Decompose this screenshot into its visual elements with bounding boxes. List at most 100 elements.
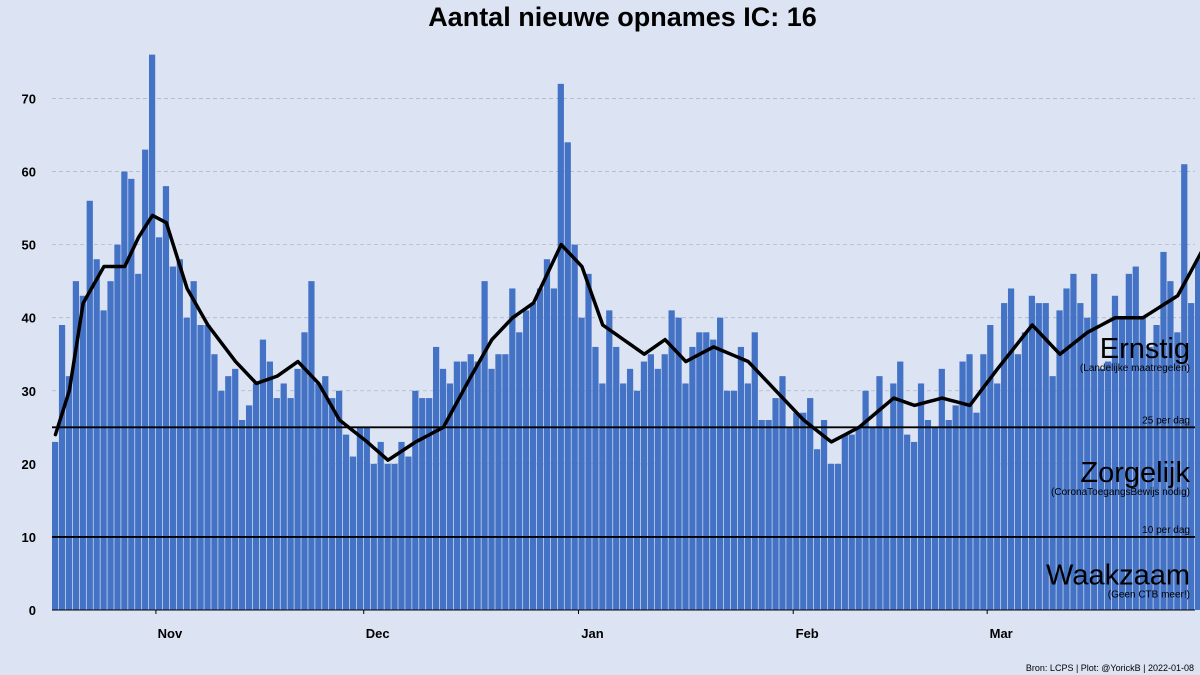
bar [287, 398, 294, 610]
y-tick-label: 70 [22, 91, 36, 106]
bar [93, 259, 100, 610]
bar [65, 376, 73, 610]
bar [710, 339, 717, 610]
bar [252, 383, 260, 610]
zone-note: (CoronaToegangsBewijs nodig) [1051, 487, 1190, 498]
bar [72, 281, 80, 610]
bar [266, 361, 273, 610]
bar [204, 325, 211, 610]
bar [1091, 273, 1098, 610]
bar [758, 420, 765, 610]
bar [543, 259, 551, 610]
daily-bars [52, 54, 1200, 611]
bar [890, 383, 897, 610]
bar [301, 332, 308, 610]
bar [419, 398, 426, 610]
bar [682, 383, 689, 610]
bar [883, 427, 890, 610]
bar [1001, 303, 1008, 610]
bar [772, 398, 779, 610]
bar [633, 390, 641, 610]
bar [1084, 317, 1091, 610]
bar [1104, 361, 1112, 610]
bar [793, 412, 800, 610]
bar [218, 390, 225, 610]
bar [814, 449, 821, 610]
bar [910, 441, 918, 610]
bar [592, 346, 599, 610]
bar [703, 332, 710, 610]
bar [52, 441, 59, 610]
bar [647, 354, 654, 610]
zone-name: Ernstig [1100, 333, 1190, 365]
bar [973, 412, 980, 610]
bar [1188, 303, 1195, 610]
bar [1063, 288, 1070, 610]
bar [322, 376, 329, 610]
bar [717, 317, 724, 610]
bar [640, 361, 648, 610]
bar [661, 354, 668, 610]
bar [869, 427, 876, 610]
bar [315, 383, 322, 610]
bar [689, 346, 696, 610]
bar [966, 354, 973, 610]
bar [342, 434, 350, 610]
bar [1042, 303, 1049, 610]
bar [1035, 303, 1042, 610]
axes: 010203040506070NovDecJanFebMarAprMayJunJ… [22, 91, 1195, 641]
bar [668, 310, 675, 610]
bar [502, 354, 509, 610]
bar [807, 398, 814, 610]
bar [862, 390, 869, 610]
bar [841, 434, 848, 610]
bar [183, 317, 190, 610]
source-credit: Bron: LCPS | Plot: @YorickB | 2022-01-08 [1025, 663, 1194, 673]
bar [1118, 317, 1126, 610]
moving-average [53, 213, 1200, 462]
bar [578, 317, 585, 610]
bar [488, 368, 495, 610]
bar [820, 420, 828, 610]
bar [730, 390, 738, 610]
bar [190, 281, 197, 610]
bar [245, 405, 253, 610]
bar [1174, 332, 1181, 610]
bar [211, 354, 218, 610]
bar [1153, 325, 1160, 610]
y-tick-label: 40 [22, 311, 36, 326]
bar [439, 368, 447, 610]
bar [1014, 354, 1022, 610]
bar [585, 273, 592, 610]
bar [564, 142, 571, 610]
bar [529, 303, 537, 610]
bar [1139, 317, 1146, 610]
bar [959, 361, 966, 610]
bar [904, 434, 911, 610]
x-tick-label: Nov [158, 626, 183, 641]
bar [675, 317, 682, 610]
bar [897, 361, 904, 610]
x-tick-label: Mar [990, 626, 1013, 641]
bar [363, 427, 370, 610]
bar [987, 325, 994, 610]
bar [453, 361, 461, 610]
x-tick-label: Feb [796, 626, 819, 641]
bar [176, 259, 183, 610]
y-tick-label: 30 [22, 384, 36, 399]
bar [620, 383, 627, 610]
bar [1056, 310, 1063, 610]
bar [626, 368, 634, 610]
bar [280, 383, 287, 610]
bar [481, 281, 488, 610]
bar [294, 368, 301, 610]
bar [446, 383, 454, 610]
zone-note: (Landelijke maatregelen) [1080, 363, 1190, 374]
y-tick-label: 20 [22, 457, 36, 472]
bar [142, 149, 149, 610]
bar [79, 295, 86, 610]
x-tick-label: Dec [366, 626, 390, 641]
bar [786, 427, 793, 610]
bar [197, 325, 204, 610]
